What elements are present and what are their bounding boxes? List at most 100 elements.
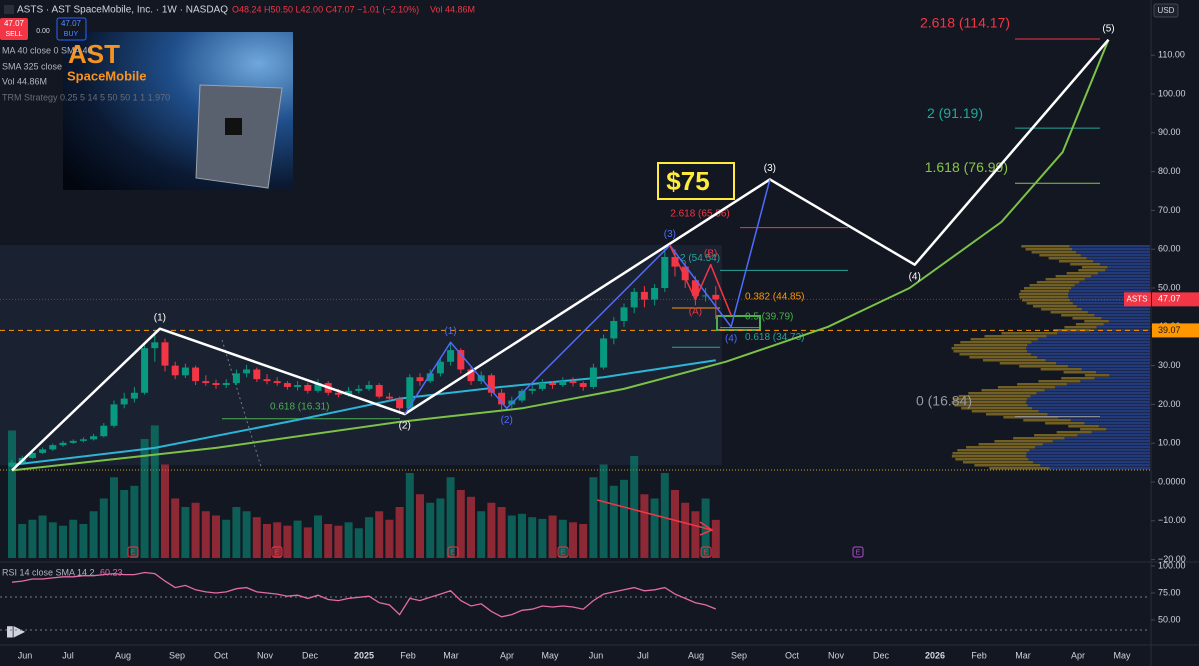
volume-profile — [1091, 431, 1150, 434]
volume-profile — [1027, 350, 1150, 353]
volume-profile — [1041, 308, 1082, 311]
volume-profile — [1107, 266, 1150, 269]
volume-bar — [242, 511, 251, 558]
volume-profile — [1057, 332, 1150, 335]
volume-bar — [201, 511, 210, 558]
time-label: Apr — [1071, 650, 1085, 660]
currency-box[interactable] — [1153, 3, 1179, 18]
volume-bar — [548, 515, 557, 558]
candle-body — [90, 436, 98, 440]
price-tick-label: 20.00 — [1158, 399, 1181, 409]
fib-label: 2 (54.54) — [680, 253, 720, 264]
time-label: Mar — [1015, 650, 1031, 660]
volume-profile — [1063, 371, 1096, 374]
candle-body — [549, 383, 557, 385]
earnings-marker — [271, 546, 283, 558]
indicator: MA 40 close 0 SMA 40 — [2, 45, 93, 55]
volume-profile — [1106, 428, 1150, 431]
volume-profile — [1037, 356, 1150, 359]
volume-bar — [222, 519, 231, 558]
volume-bar — [405, 473, 414, 558]
range-shade — [0, 245, 722, 465]
rsi-label: RSI 14 close SMA 14 2 — [2, 567, 95, 577]
volume-profile — [1064, 326, 1097, 329]
volume-profile — [1026, 452, 1150, 455]
candle-body — [283, 383, 291, 387]
earnings-label: E — [451, 549, 456, 556]
volume-profile — [966, 446, 1036, 449]
candle-body — [263, 379, 271, 382]
volume-profile — [1058, 416, 1150, 419]
candle-body — [416, 377, 424, 382]
rsi-tick-label: 100.00 — [1158, 560, 1186, 570]
volume-profile — [954, 404, 1028, 407]
time-label: Aug — [688, 650, 704, 660]
volume-bar — [579, 524, 588, 558]
volume-profile — [1001, 332, 1058, 335]
volume-profile — [1028, 458, 1150, 461]
volume-profile — [1040, 368, 1082, 371]
volume-profile — [1048, 257, 1087, 260]
volume-profile — [1047, 413, 1150, 416]
correction-wave — [669, 244, 732, 316]
candle-body — [120, 398, 128, 405]
volume-profile — [1031, 341, 1150, 344]
volume-bar — [436, 498, 445, 558]
candle-body — [579, 383, 587, 387]
wave-label: (1) — [444, 326, 456, 337]
volume-profile — [1071, 287, 1150, 290]
candle-body — [630, 291, 638, 308]
candle-body — [487, 375, 495, 393]
volume-bar — [171, 498, 180, 558]
volume-bar — [273, 522, 282, 558]
candle-body — [141, 348, 149, 393]
volume-profile — [1049, 467, 1150, 470]
primary-wave — [11, 38, 1110, 472]
time-label: Apr — [500, 650, 514, 660]
buy-button[interactable] — [56, 17, 87, 41]
volume-profile — [1087, 311, 1150, 314]
candle-body — [538, 383, 546, 389]
earnings-label: E — [131, 549, 136, 556]
volume-profile — [971, 410, 1039, 413]
candle-body — [498, 392, 506, 405]
volume-profile — [1095, 371, 1150, 374]
volume-profile — [1037, 338, 1150, 341]
price-tick-label: 50.00 — [1158, 282, 1181, 292]
volume-profile — [1105, 269, 1150, 272]
indicator: TRM Strategy 0.25 5 14 5 50 50 1 1 1.970 — [2, 92, 170, 102]
volume-bar — [293, 520, 302, 558]
volume-bar — [528, 517, 537, 558]
fib-label: 0.382 (44.85) — [745, 292, 805, 303]
time-label: Feb — [971, 650, 987, 660]
volume-profile — [1080, 380, 1150, 383]
wave-label: (1) — [154, 312, 166, 323]
currency: USD — [1158, 6, 1175, 15]
volume-bar — [518, 513, 526, 558]
candle-body — [661, 256, 669, 288]
candle-body — [436, 361, 444, 374]
candle-body — [151, 342, 159, 349]
logo-bottom: SpaceMobile — [67, 68, 146, 83]
volume-profile — [1054, 386, 1150, 389]
volume-profile — [1086, 257, 1150, 260]
volume-profile — [1033, 305, 1077, 308]
sell-button[interactable] — [0, 18, 28, 40]
volume-profile — [1081, 368, 1150, 371]
buy-label: BUY — [64, 31, 79, 38]
symbol-icon — [4, 5, 14, 14]
spread: 0.00 — [36, 28, 50, 35]
volume-bar — [671, 490, 679, 558]
volume-profile — [1069, 290, 1150, 293]
main-pane: E E E E E E 2.618 (114.17) 2 (91.19) 1.618 (76.9… — [0, 15, 1150, 558]
volume-bar — [130, 485, 139, 558]
logo-top: AST — [68, 39, 120, 69]
wave-label: (2) — [399, 421, 411, 432]
volume-profile — [951, 401, 1027, 404]
volume-bar — [89, 511, 98, 558]
volume-profile — [1019, 365, 1069, 368]
time-label: Oct — [214, 650, 229, 660]
volume-bar — [456, 490, 465, 558]
time-label: Sep — [731, 650, 747, 660]
